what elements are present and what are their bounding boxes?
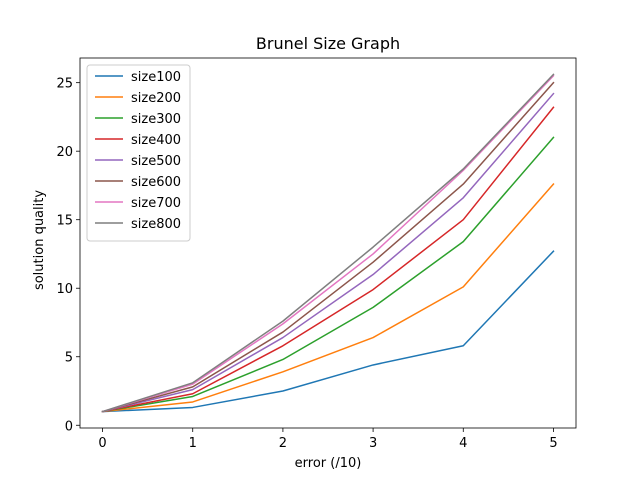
y-tick-label: 5: [65, 351, 73, 366]
y-axis-title: solution quality: [32, 190, 47, 290]
series-line-size800: [101, 73, 555, 413]
x-tick-label: 5: [549, 436, 557, 451]
series-line-size200: [101, 183, 555, 413]
legend-box: [86, 64, 191, 242]
series-line-size300: [101, 136, 555, 413]
legend: size100 size200 size300 size400 size500 size6…: [86, 64, 191, 242]
series-line-size600: [101, 81, 555, 413]
legend-label-size100: size100: [131, 70, 181, 85]
legend-label-size600: size600: [131, 175, 181, 190]
plot-frame: [79, 57, 577, 429]
legend-label-size200: size200: [131, 91, 181, 106]
series-line-size100: [101, 250, 555, 413]
legend-label-size500: size500: [131, 154, 181, 169]
legend-label-size700: size700: [131, 196, 181, 211]
y-tick-label: 15: [56, 214, 73, 229]
series-layer: [101, 73, 555, 413]
x-tick-label: 4: [459, 436, 467, 451]
legend-label-size300: size300: [131, 112, 181, 127]
legend-label-size800: size800: [131, 217, 181, 232]
x-tick-label: 0: [98, 436, 106, 451]
legend-label-size400: size400: [131, 133, 181, 148]
series-line-size500: [101, 92, 555, 413]
x-tick-label: 3: [369, 436, 377, 451]
y-tick-label: 20: [56, 145, 73, 160]
x-axis-title: error (/10): [295, 456, 362, 471]
series-line-size400: [101, 106, 555, 413]
y-tick-label: 10: [56, 282, 73, 297]
y-tick-label: 0: [65, 419, 73, 434]
y-tick-label: 25: [56, 77, 73, 92]
series-line-size700: [101, 74, 555, 413]
axes-layer: 0 1 2 3 4 5 0 5 10 15 20 25: [56, 57, 577, 451]
x-tick-label: 1: [189, 436, 197, 451]
chart-title: Brunel Size Graph: [256, 34, 400, 53]
x-tick-label: 2: [279, 436, 287, 451]
